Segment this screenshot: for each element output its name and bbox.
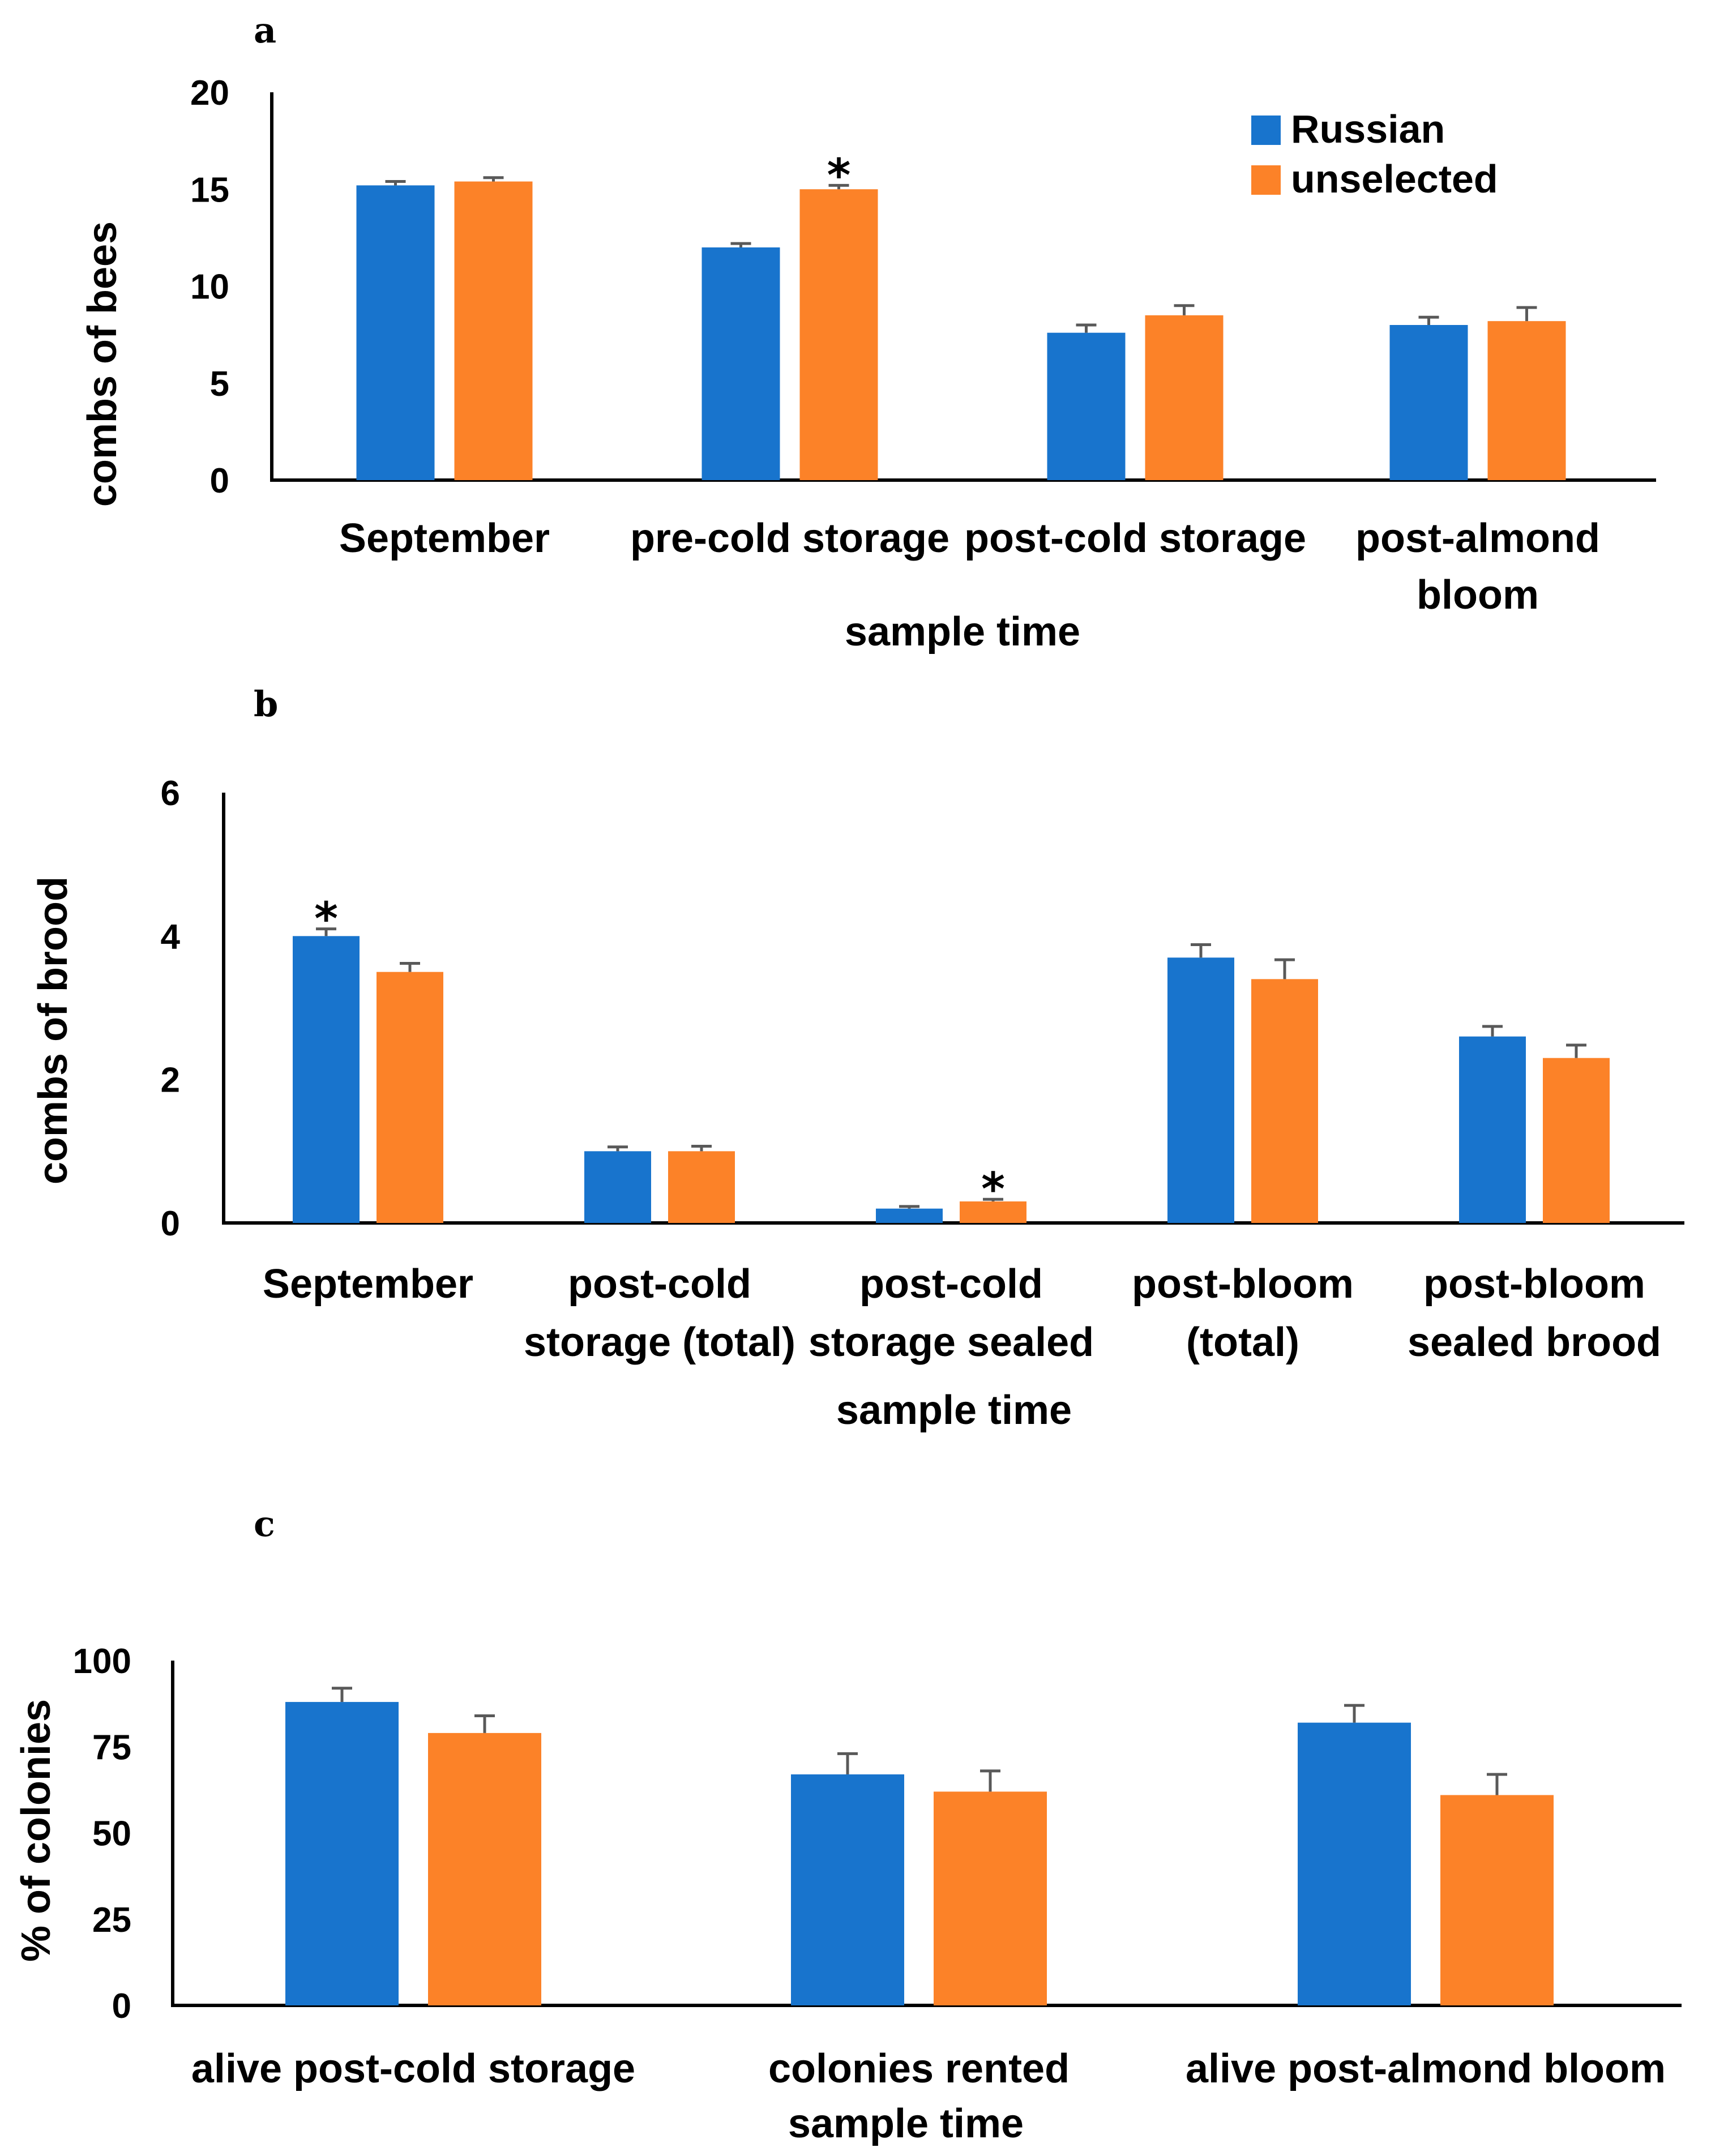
legend-swatch-unselected: [1251, 165, 1281, 195]
panel-c-ytick-label: 50: [92, 1815, 131, 1854]
panel-b: b combs of brood sample time 0 2 4 6 * * Septe…: [31, 683, 1684, 1433]
panel-b-category-label-2-line-0: post-cold: [859, 1261, 1043, 1307]
panel-b-bar-russian-1: [584, 1151, 651, 1223]
panel-c-ylabel: % of colonies: [14, 1699, 59, 1962]
panel-b-ytick-label: 4: [161, 917, 181, 956]
panel-a-bar-unselected-3: [1487, 321, 1566, 480]
legend-label-russian: Russian: [1291, 107, 1445, 151]
panel-a-bar-russian-2: [1047, 332, 1126, 480]
panel-b-ylabel: combs of brood: [31, 876, 76, 1184]
panel-a-ytick-label: 20: [190, 74, 229, 113]
panel-c-ytick-label: 25: [92, 1901, 131, 1940]
panel-b-label: b: [254, 683, 278, 725]
panel-b-bar-unselected-1: [668, 1151, 735, 1223]
panel-b-xlabel: sample time: [836, 1388, 1072, 1433]
panel-b-ytick-label: 2: [161, 1061, 180, 1100]
panel-b-ytick-label: 6: [161, 774, 180, 813]
legend: Russian unselected: [1251, 107, 1498, 201]
panel-b-category-label-3-line-1: (total): [1186, 1320, 1299, 1365]
panel-a-xlabel: sample time: [845, 609, 1080, 654]
panel-a-ytick-label: 5: [210, 365, 229, 404]
panel-c-bar-unselected-2: [1440, 1795, 1554, 2005]
panel-c-bar-russian-0: [285, 1702, 399, 2005]
panel-a-bar-russian-1: [701, 247, 780, 480]
legend-swatch-russian: [1251, 116, 1281, 145]
panel-b-bar-unselected-3: [1251, 979, 1318, 1223]
panel-b-significance-marker-1: *: [981, 1163, 1005, 1216]
panel-c-category-label-0: alive post-cold storage: [191, 2046, 635, 2091]
panel-c-bar-unselected-0: [428, 1732, 541, 2005]
panel-b-bar-russian-0: [293, 936, 360, 1223]
panel-b-category-label-4-line-1: sealed brood: [1408, 1320, 1661, 1365]
panel-b-bar-russian-3: [1167, 957, 1234, 1223]
panel-c-label: c: [254, 1503, 275, 1545]
panel-a-category-label-1: pre-cold storage: [630, 516, 949, 561]
panel-c-xlabel: sample time: [788, 2101, 1024, 2146]
panel-a-bar-unselected-2: [1145, 315, 1224, 480]
panel-a-category-label-0: September: [339, 516, 550, 561]
panel-a-label: a: [254, 10, 276, 51]
panel-b-category-label-3-line-0: post-bloom: [1132, 1261, 1354, 1307]
panel-a-ylabel: combs of bees: [80, 221, 125, 507]
panel-a: a combs of bees sample time Russian unse…: [80, 10, 1656, 654]
panel-a-category-label-2: post-cold storage: [964, 516, 1306, 561]
panel-c: c % of colonies sample time 0 25 50 75 100 al…: [14, 1503, 1682, 2146]
legend-label-unselected: unselected: [1291, 157, 1498, 201]
panel-b-significance-marker-0: *: [314, 893, 338, 946]
panel-a-category-label-3-line-1: bloom: [1417, 572, 1539, 618]
panel-b-bar-unselected-0: [377, 972, 443, 1223]
panel-a-ytick-label: 0: [210, 461, 229, 500]
panel-a-ytick-label: 10: [190, 268, 229, 307]
panel-b-category-label-1-line-0: post-cold: [568, 1261, 751, 1307]
panel-b-bar-unselected-4: [1543, 1058, 1610, 1223]
panel-c-category-label-1: colonies rented: [768, 2046, 1070, 2091]
panel-a-ytick-label: 15: [190, 170, 229, 209]
panel-b-category-label-1-line-1: storage (total): [524, 1320, 795, 1365]
panel-b-ytick-label: 0: [161, 1204, 180, 1243]
panel-c-bar-russian-2: [1298, 1722, 1411, 2005]
panel-b-category-label-4-line-0: post-bloom: [1423, 1261, 1645, 1307]
panel-b-bar-russian-4: [1459, 1036, 1526, 1223]
panel-a-category-label-3-line-0: post-almond: [1355, 516, 1600, 561]
panel-b-category-label-2-line-1: storage sealed: [809, 1320, 1094, 1365]
panel-a-bar-russian-0: [356, 185, 435, 480]
panel-b-bar-russian-2: [876, 1208, 943, 1223]
panel-c-bar-russian-1: [791, 1774, 904, 2005]
panel-a-bar-unselected-1: [799, 189, 878, 480]
panel-c-category-label-2: alive post-almond bloom: [1186, 2046, 1666, 2091]
panel-a-bar-unselected-0: [454, 181, 533, 480]
panel-c-bar-unselected-1: [934, 1791, 1047, 2005]
panel-b-bar-unselected-2: [960, 1201, 1026, 1223]
panel-a-significance-marker-0: *: [827, 149, 851, 202]
panel-c-ytick-label: 0: [112, 1987, 131, 2026]
panel-c-ytick-label: 75: [92, 1728, 131, 1767]
panel-a-ylabel-group: combs of bees: [80, 221, 125, 507]
panel-b-category-label-0: September: [263, 1261, 473, 1307]
panel-c-ytick-label: 100: [73, 1642, 131, 1681]
panel-a-bar-russian-3: [1389, 325, 1468, 480]
